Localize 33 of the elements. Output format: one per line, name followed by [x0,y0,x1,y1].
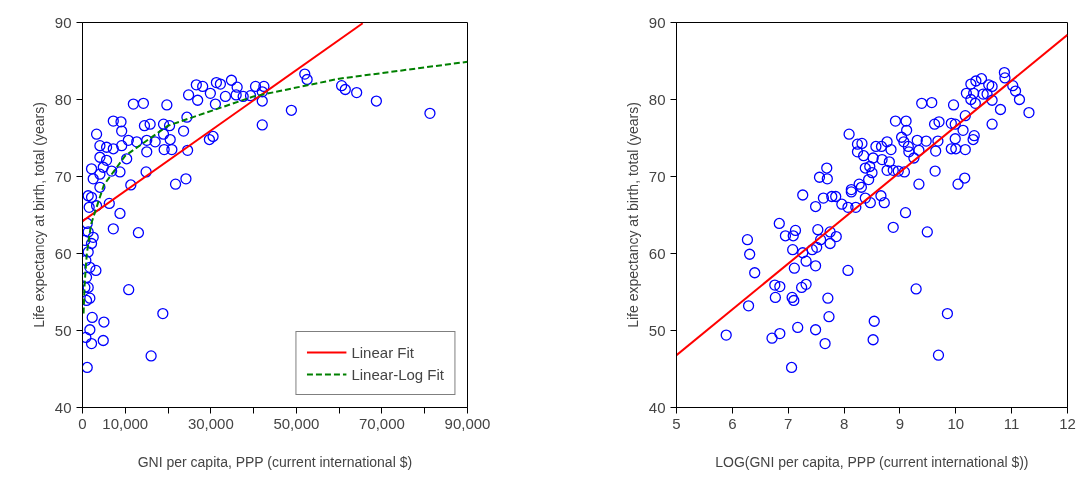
y-tick-label: 50 [648,321,666,339]
x-tick-label: 5 [672,414,681,432]
x-tick-label: 30,000 [187,414,234,432]
y-tick-label: 90 [648,13,666,31]
x-tick-label: 0 [78,414,87,432]
x-tick-label: 7 [784,414,793,432]
y-tick-label: 40 [54,398,72,416]
x-tick-label: 11 [1003,414,1020,432]
y-axis-title: Life expectancy at birth, total (years) [624,102,641,328]
x-tick-label: 70,000 [359,414,405,432]
legend-label: Linear-Log Fit [351,365,444,383]
x-tick-label: 90,000 [444,414,491,432]
x-axis-title: LOG(GNI per capita, PPP (current international $)) [715,453,1029,470]
y-tick-label: 80 [648,90,666,108]
y-tick-label: 90 [54,13,72,31]
y-tick-label: 60 [54,244,72,262]
y-tick-label: 40 [648,398,666,416]
x-tick-label: 10,000 [102,414,149,432]
y-tick-label: 80 [54,90,72,108]
x-tick-label: 6 [728,414,737,432]
y-axis-title: Life expectancy at birth, total (years) [30,102,47,328]
x-tick-label: 10 [947,414,965,432]
legend-label: Linear Fit [351,343,414,361]
x-axis-title: GNI per capita, PPP (current international $) [137,453,413,470]
y-tick-label: 70 [54,167,72,185]
x-tick-label: 50,000 [273,414,320,432]
y-tick-label: 60 [648,244,666,262]
x-tick-label: 9 [895,414,905,432]
y-tick-label: 70 [648,167,666,185]
x-tick-label: 8 [839,414,849,432]
y-tick-label: 50 [54,321,72,339]
line-series [82,60,468,315]
x-tick-label: 12 [1059,414,1076,432]
